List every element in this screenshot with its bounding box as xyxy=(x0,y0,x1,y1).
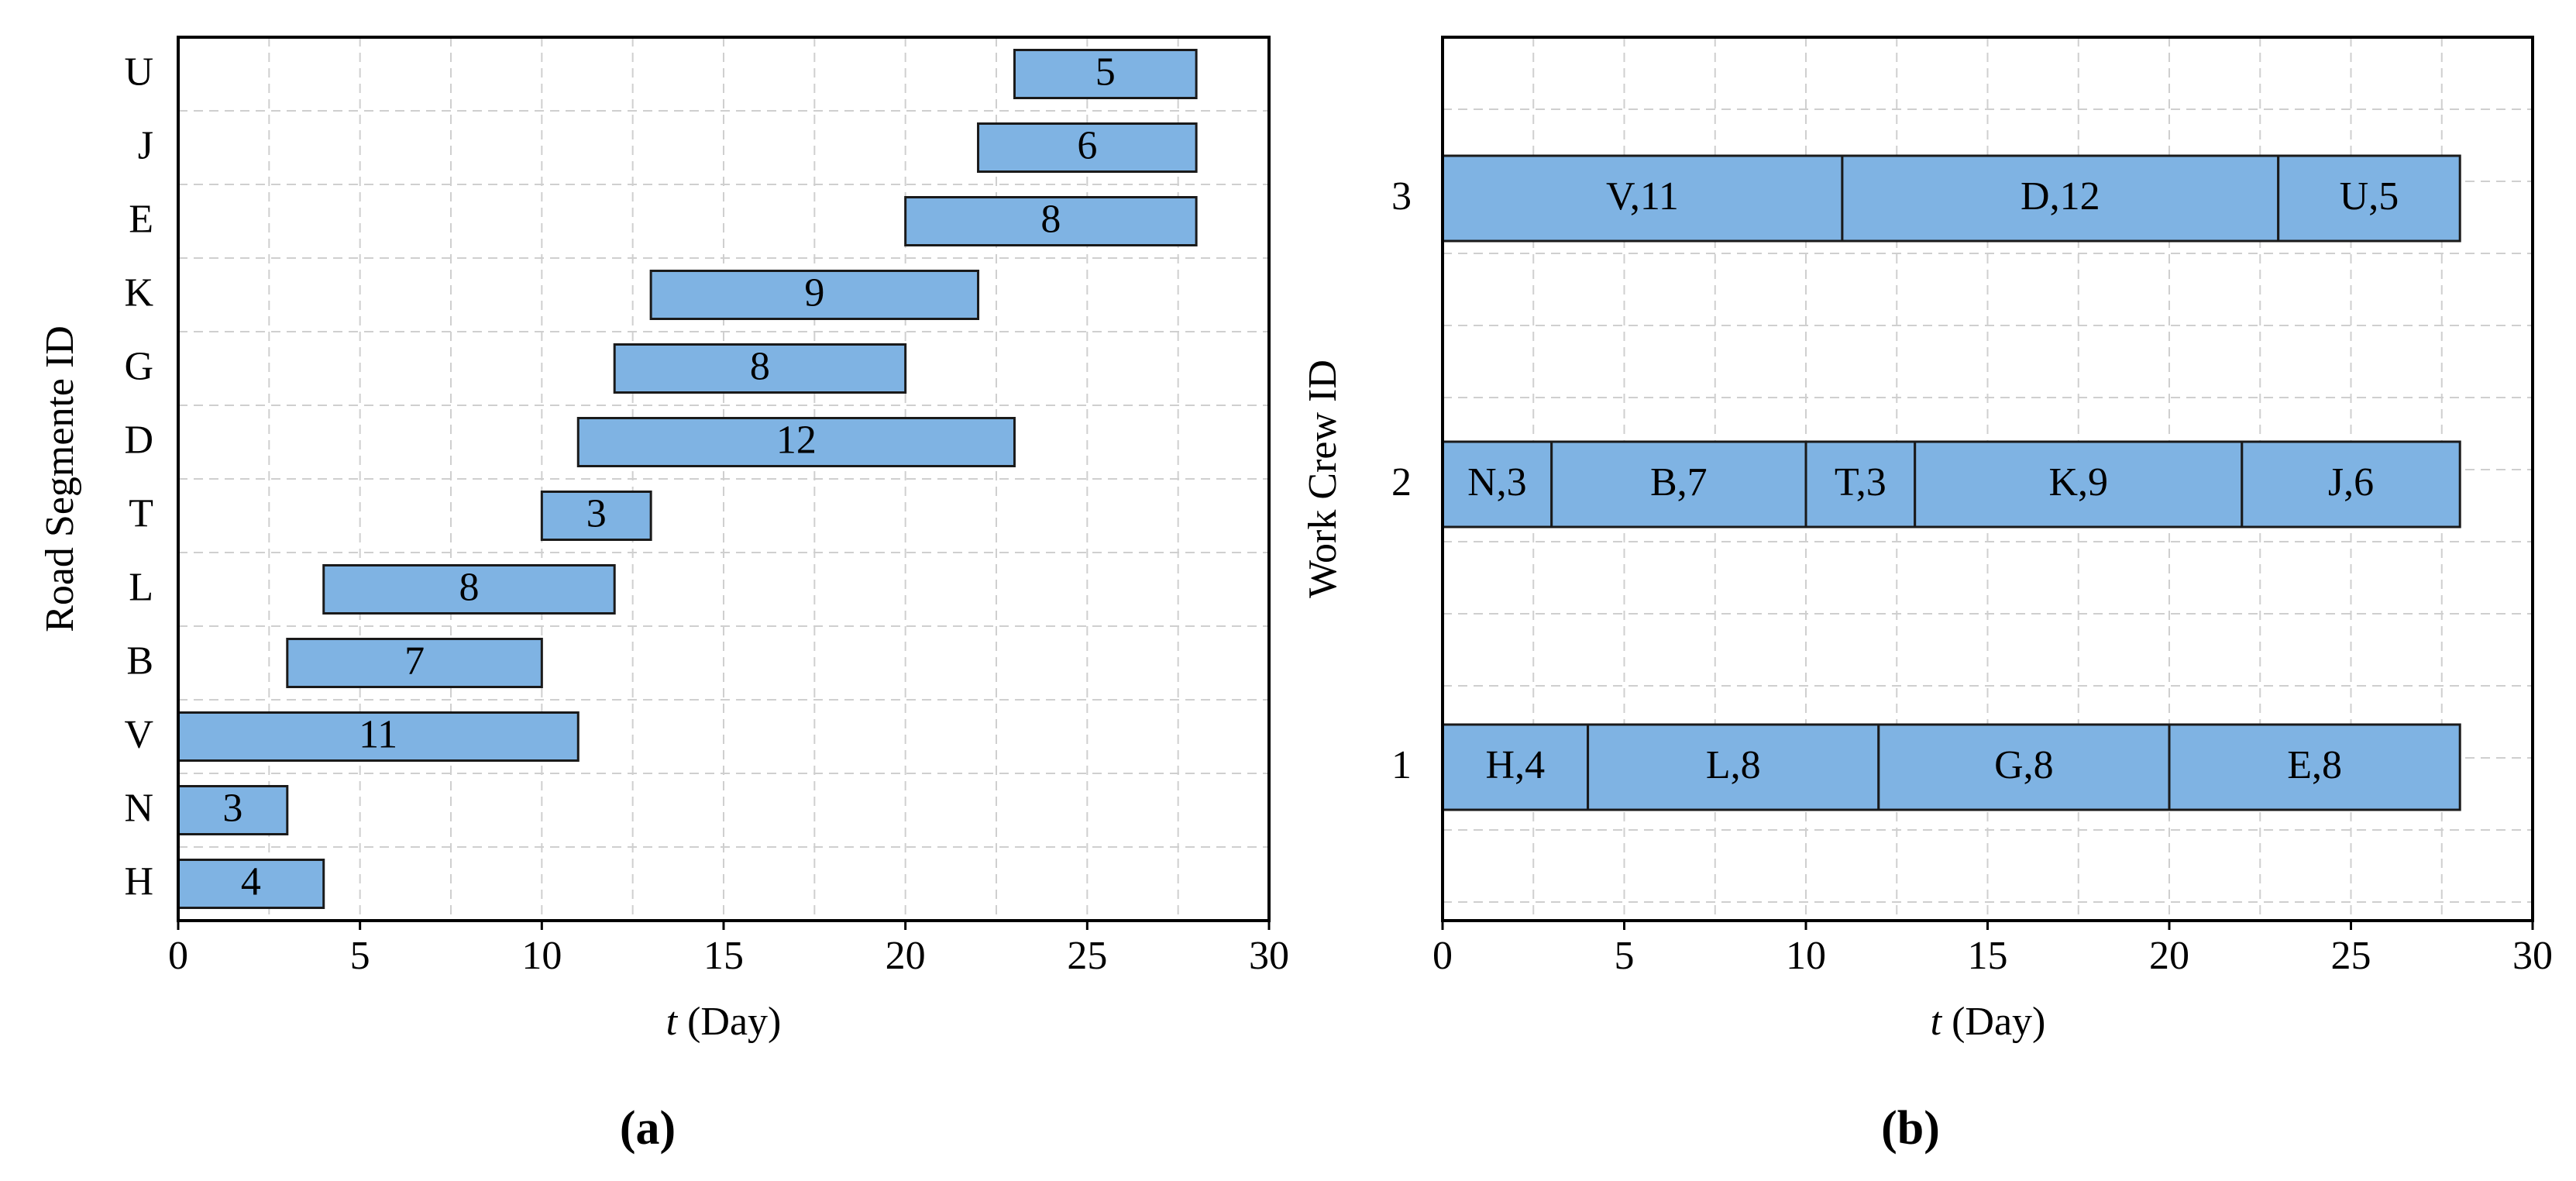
y-tick-label-d: D xyxy=(124,418,153,462)
chart-b-x-ticks: 0 5 10 15 20 25 30 xyxy=(1432,921,2553,978)
x-tick-label-30: 30 xyxy=(1249,934,1289,978)
gantt-bar-crew-3-d-12-label: D,12 xyxy=(2021,174,2100,219)
gantt-bar-crew-2-t-3-label: T,3 xyxy=(1835,460,1886,504)
gantt-bar-segment-l xyxy=(322,564,616,615)
y-tick-label-2: 2 xyxy=(1391,460,1412,504)
gantt-bar-crew-2-j-6 xyxy=(2241,440,2461,529)
chart-b-y-axis-title: Work Crew ID xyxy=(1301,360,1345,598)
x-tick-label-15: 15 xyxy=(1968,934,2008,978)
x-tick-label-25: 25 xyxy=(2331,934,2371,978)
chart-a-y-axis-title: Road Segmente ID xyxy=(38,325,82,632)
y-tick-label-t: T xyxy=(129,491,153,535)
gantt-bar-crew-1-e-8-label: E,8 xyxy=(2287,743,2342,787)
y-tick-label-3: 3 xyxy=(1391,174,1412,219)
gantt-bar-crew-2-j-6-label: J,6 xyxy=(2328,460,2374,504)
chart-b-y-ticks: 1 2 3 xyxy=(1391,174,1412,787)
gantt-bar-segment-v-label: 11 xyxy=(359,712,397,756)
gantt-bar-crew-3-v-11-label: V,11 xyxy=(1606,174,1679,219)
gantt-bar-crew-2-n-3-label: N,3 xyxy=(1467,460,1527,504)
chart-a-x-axis-title: t (Day) xyxy=(666,1000,782,1044)
gantt-bar-segment-l-label: 8 xyxy=(459,565,479,609)
x-tick-label-15: 15 xyxy=(703,934,744,978)
gantt-bar-segment-k xyxy=(649,270,980,320)
gantt-bar-crew-1-l-8 xyxy=(1587,723,1880,811)
y-tick-label-j: J xyxy=(138,123,153,167)
gantt-bar-segment-t xyxy=(540,491,652,541)
gantt-bar-segment-j-label: 6 xyxy=(1077,123,1097,167)
y-tick-label-u: U xyxy=(124,50,153,94)
gantt-bar-crew-1-e-8 xyxy=(2168,723,2461,811)
gantt-bar-segment-v xyxy=(177,711,580,762)
gantt-bar-segment-u-label: 5 xyxy=(1095,50,1116,94)
gantt-bar-crew-1-l-8-label: L,8 xyxy=(1706,743,1761,787)
x-tick-label-20: 20 xyxy=(886,934,926,978)
gantt-bar-crew-2-k-9-label: K,9 xyxy=(2048,460,2108,504)
gantt-bar-crew-2-k-9 xyxy=(1914,440,2244,529)
gantt-bar-segment-k-label: 9 xyxy=(804,270,824,315)
chart-a-x-ticks: 0 5 10 15 20 25 30 xyxy=(168,921,1289,978)
x-tick-label-5: 5 xyxy=(1615,934,1635,978)
x-tick-label-10: 10 xyxy=(521,934,562,978)
gantt-bar-crew-2-b-7 xyxy=(1550,440,1807,529)
gantt-bar-segment-d-label: 12 xyxy=(776,418,817,462)
gantt-bar-segment-j xyxy=(977,122,1198,173)
gantt-bar-crew-1-g-8 xyxy=(1877,723,2171,811)
gantt-bar-crew-2-t-3 xyxy=(1804,440,1917,529)
gantt-bar-segment-n xyxy=(177,785,289,835)
x-tick-label-25: 25 xyxy=(1067,934,1107,978)
gantt-bar-crew-1-h-4-label: H,4 xyxy=(1486,743,1546,787)
x-tick-label-0: 0 xyxy=(1432,934,1453,978)
y-tick-label-l: L xyxy=(129,565,153,609)
gantt-bar-segment-g-label: 8 xyxy=(750,344,770,388)
gantt-bar-segment-d xyxy=(576,417,1016,467)
gantt-bar-segment-e xyxy=(904,196,1198,246)
x-tick-label-20: 20 xyxy=(2149,934,2189,978)
chart-b-x-axis-title-var: t xyxy=(1931,1000,1943,1044)
gantt-bar-segment-b-label: 7 xyxy=(404,639,425,683)
gantt-bar-crew-3-u-5 xyxy=(2277,154,2461,243)
x-tick-label-5: 5 xyxy=(350,934,370,978)
gantt-bar-crew-1-g-8-label: G,8 xyxy=(1994,743,2054,787)
y-tick-label-g: G xyxy=(124,344,153,388)
y-tick-label-1: 1 xyxy=(1391,743,1412,787)
gantt-bar-segment-n-label: 3 xyxy=(222,786,242,830)
chart-a-x-axis-title-unit: (Day) xyxy=(677,1000,781,1044)
chart-b-bars: H,4 L,8 G,8 E,8 N,3 B,7 T,3 K,9 J,6 V,11 D,12 U,5 xyxy=(1441,154,2461,811)
gantt-bar-segment-t-label: 3 xyxy=(586,491,607,535)
chart-b-x-axis-title-unit: (Day) xyxy=(1941,1000,2045,1044)
gantt-bar-segment-h xyxy=(177,859,325,909)
gantt-bar-segment-b xyxy=(286,638,543,688)
y-tick-label-b: B xyxy=(126,639,153,683)
y-tick-label-h: H xyxy=(124,859,153,904)
x-tick-label-30: 30 xyxy=(2512,934,2553,978)
chart-b-x-axis-title: t (Day) xyxy=(1931,1000,2046,1044)
x-tick-label-10: 10 xyxy=(1786,934,1826,978)
chart-b-panel-label: (b) xyxy=(1881,1102,1940,1155)
gantt-bar-segment-u xyxy=(1013,49,1198,99)
y-tick-label-k: K xyxy=(124,270,153,315)
y-tick-label-v: V xyxy=(124,712,153,756)
chart-b: H,4 L,8 G,8 E,8 N,3 B,7 T,3 K,9 J,6 V,11 D,12 U,5 1… xyxy=(1301,36,2553,1155)
gantt-bar-segment-e-label: 8 xyxy=(1040,197,1061,241)
gantt-bar-segment-g xyxy=(613,343,907,394)
gantt-bar-segment-h-label: 4 xyxy=(241,859,261,904)
gantt-bar-crew-3-u-5-label: U,5 xyxy=(2340,174,2399,219)
x-tick-label-0: 0 xyxy=(168,934,188,978)
gantt-bar-crew-2-b-7-label: B,7 xyxy=(1650,460,1708,504)
chart-a-grid xyxy=(178,37,1269,921)
y-tick-label-n: N xyxy=(124,786,153,830)
chart-a-panel-label: (a) xyxy=(620,1102,676,1155)
chart-a-x-axis-title-var: t xyxy=(666,1000,679,1044)
y-tick-label-e: E xyxy=(129,197,153,241)
